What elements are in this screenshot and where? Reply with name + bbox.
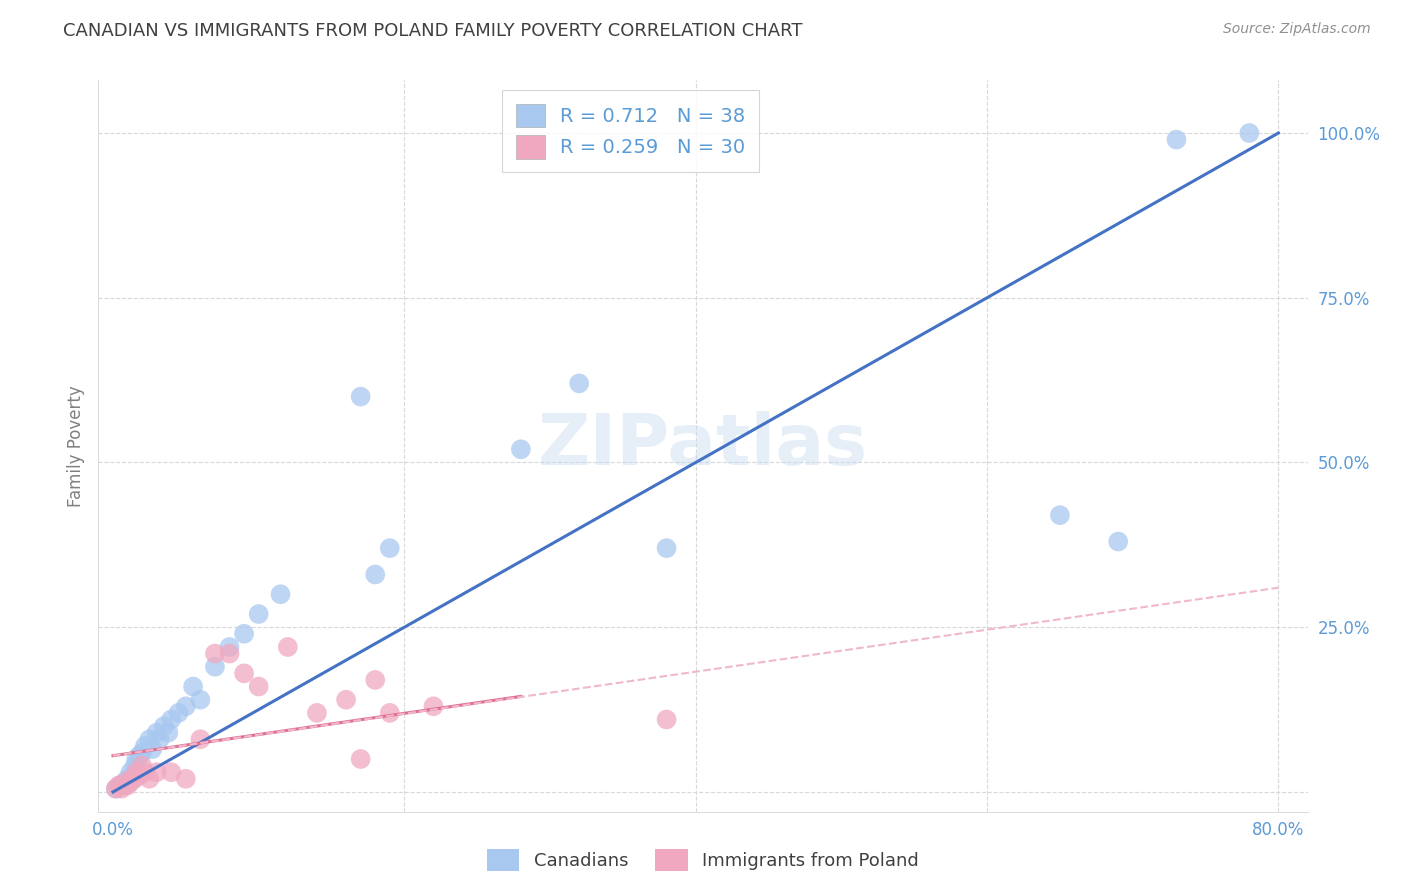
Point	[335, 692, 357, 706]
Point	[174, 699, 197, 714]
Point	[108, 778, 131, 792]
Point	[125, 765, 148, 780]
Text: Source: ZipAtlas.com: Source: ZipAtlas.com	[1223, 22, 1371, 37]
Legend: Canadians, Immigrants from Poland: Canadians, Immigrants from Poland	[479, 842, 927, 879]
Point	[233, 627, 256, 641]
Point	[160, 713, 183, 727]
Point	[277, 640, 299, 654]
Point	[128, 748, 150, 763]
Point	[218, 647, 240, 661]
Point	[138, 732, 160, 747]
Point	[204, 647, 226, 661]
Point	[120, 765, 142, 780]
Point	[167, 706, 190, 720]
Point	[153, 719, 176, 733]
Point	[509, 442, 531, 457]
Point	[121, 772, 143, 786]
Point	[104, 781, 127, 796]
Point	[149, 732, 172, 747]
Point	[145, 765, 167, 780]
Point	[190, 732, 212, 747]
Point	[131, 758, 153, 772]
Text: ZIPatlas: ZIPatlas	[538, 411, 868, 481]
Point	[117, 778, 139, 792]
Point	[655, 713, 678, 727]
Point	[655, 541, 678, 556]
Point	[141, 742, 163, 756]
Point	[110, 778, 132, 792]
Point	[181, 680, 204, 694]
Y-axis label: Family Poverty: Family Poverty	[66, 385, 84, 507]
Point	[204, 659, 226, 673]
Point	[233, 666, 256, 681]
Point	[190, 692, 212, 706]
Point	[160, 765, 183, 780]
Point	[124, 758, 146, 772]
Point	[104, 781, 127, 796]
Point	[138, 772, 160, 786]
Point	[350, 390, 373, 404]
Point	[134, 765, 156, 780]
Point	[364, 567, 387, 582]
Point	[350, 752, 373, 766]
Point	[218, 640, 240, 654]
Point	[112, 778, 135, 792]
Point	[378, 706, 401, 720]
Point	[247, 680, 270, 694]
Point	[1107, 534, 1129, 549]
Point	[174, 772, 197, 786]
Point	[157, 725, 180, 739]
Point	[114, 778, 136, 792]
Point	[270, 587, 292, 601]
Text: CANADIAN VS IMMIGRANTS FROM POLAND FAMILY POVERTY CORRELATION CHART: CANADIAN VS IMMIGRANTS FROM POLAND FAMIL…	[63, 22, 803, 40]
Point	[134, 739, 156, 753]
Point	[124, 772, 146, 786]
Point	[111, 781, 134, 796]
Point	[117, 772, 139, 786]
Legend: R = 0.712   N = 38, R = 0.259   N = 30: R = 0.712 N = 38, R = 0.259 N = 30	[502, 90, 759, 172]
Point	[115, 775, 138, 789]
Point	[114, 775, 136, 789]
Point	[378, 541, 401, 556]
Point	[131, 746, 153, 760]
Point	[1049, 508, 1071, 523]
Point	[1166, 132, 1188, 146]
Point	[125, 752, 148, 766]
Point	[568, 376, 591, 391]
Point	[120, 775, 142, 789]
Point	[1239, 126, 1261, 140]
Point	[305, 706, 328, 720]
Point	[128, 768, 150, 782]
Point	[121, 772, 143, 786]
Point	[422, 699, 444, 714]
Point	[145, 725, 167, 739]
Point	[247, 607, 270, 621]
Point	[364, 673, 387, 687]
